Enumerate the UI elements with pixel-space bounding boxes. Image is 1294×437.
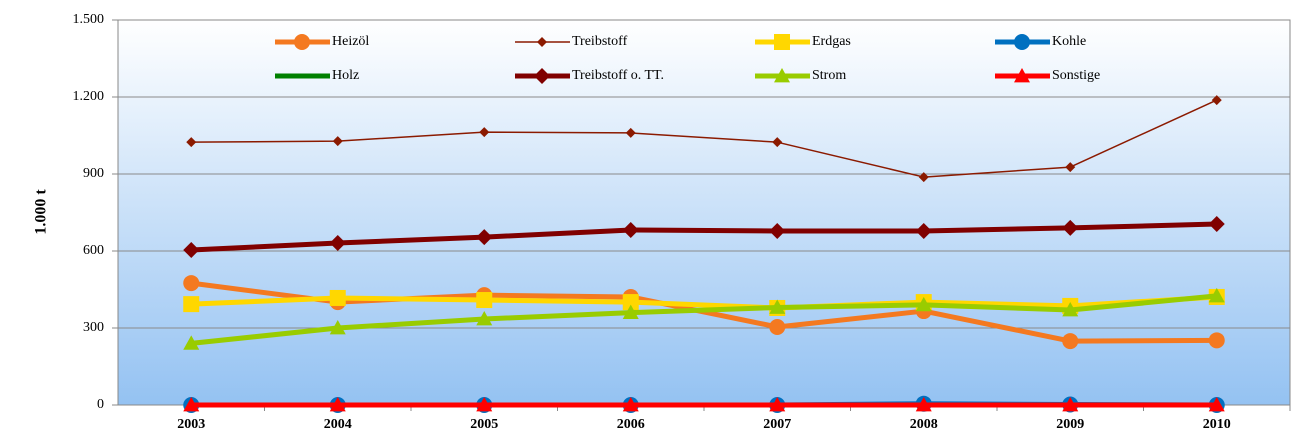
marker: [329, 289, 346, 306]
x-tick-label: 2006: [617, 417, 645, 432]
marker: [183, 275, 200, 292]
marker: [625, 127, 636, 138]
marker: [774, 34, 790, 50]
x-tick-label: 2005: [470, 417, 498, 432]
marker: [183, 335, 200, 350]
legend-label: Holz: [332, 68, 359, 83]
legend-label: Kohle: [1052, 34, 1086, 49]
marker: [183, 397, 200, 412]
marker: [537, 37, 547, 47]
marker: [772, 137, 783, 148]
marker: [622, 304, 639, 319]
y-tick-label: 1.500: [73, 12, 105, 27]
marker: [183, 296, 200, 313]
marker: [329, 397, 346, 412]
x-tick-label: 2008: [910, 417, 938, 432]
x-tick-label: 2009: [1056, 417, 1084, 432]
series-line: [191, 294, 1217, 311]
marker: [479, 127, 490, 138]
y-axis-label: 1.000 t: [33, 189, 50, 235]
marker: [1065, 162, 1076, 173]
marker: [915, 222, 932, 239]
marker: [1208, 332, 1225, 349]
legend-label: Treibstoff: [572, 34, 628, 49]
marker: [622, 294, 639, 311]
marker: [1014, 34, 1030, 50]
marker: [329, 320, 346, 335]
marker: [915, 296, 932, 312]
series-line: [190, 293, 1217, 346]
x-tick-label: 2003: [177, 417, 205, 432]
y-tick-label: 900: [83, 166, 104, 181]
legend-label: Sonstige: [1052, 68, 1100, 83]
marker: [183, 241, 200, 258]
y-tick-label: 0: [97, 397, 104, 412]
marker: [186, 137, 197, 148]
marker: [476, 292, 493, 309]
legend-label: Erdgas: [812, 34, 851, 49]
marker: [1211, 95, 1222, 106]
x-tick-label: 2007: [763, 417, 791, 432]
marker: [1062, 302, 1079, 317]
series-line: [191, 99, 1218, 178]
marker: [918, 172, 929, 183]
marker: [769, 222, 786, 239]
marker: [1062, 397, 1079, 412]
marker: [1014, 68, 1030, 83]
marker: [329, 235, 346, 252]
y-tick-label: 300: [83, 320, 104, 335]
marker: [1208, 216, 1225, 233]
marker: [534, 68, 550, 84]
marker: [1062, 219, 1079, 236]
marker: [1208, 287, 1225, 303]
marker: [769, 299, 786, 314]
legend-label: Strom: [812, 68, 846, 83]
marker: [476, 311, 493, 326]
marker: [769, 318, 786, 335]
marker: [1208, 397, 1225, 412]
marker: [622, 221, 639, 238]
marker: [476, 397, 493, 412]
marker: [332, 136, 343, 147]
marker: [915, 397, 932, 412]
marker: [476, 229, 493, 246]
marker: [1062, 333, 1079, 350]
marker: [294, 34, 310, 50]
series-line: [191, 221, 1217, 253]
legend-label: Treibstoff o. TT.: [572, 68, 664, 83]
legend-label: Heizöl: [332, 34, 369, 49]
marker: [774, 68, 790, 83]
x-tick-label: 2010: [1203, 417, 1231, 432]
y-tick-label: 600: [83, 243, 104, 258]
y-tick-label: 1.200: [73, 89, 105, 104]
marker: [769, 397, 786, 412]
x-tick-label: 2004: [324, 417, 352, 432]
marker: [622, 397, 639, 412]
